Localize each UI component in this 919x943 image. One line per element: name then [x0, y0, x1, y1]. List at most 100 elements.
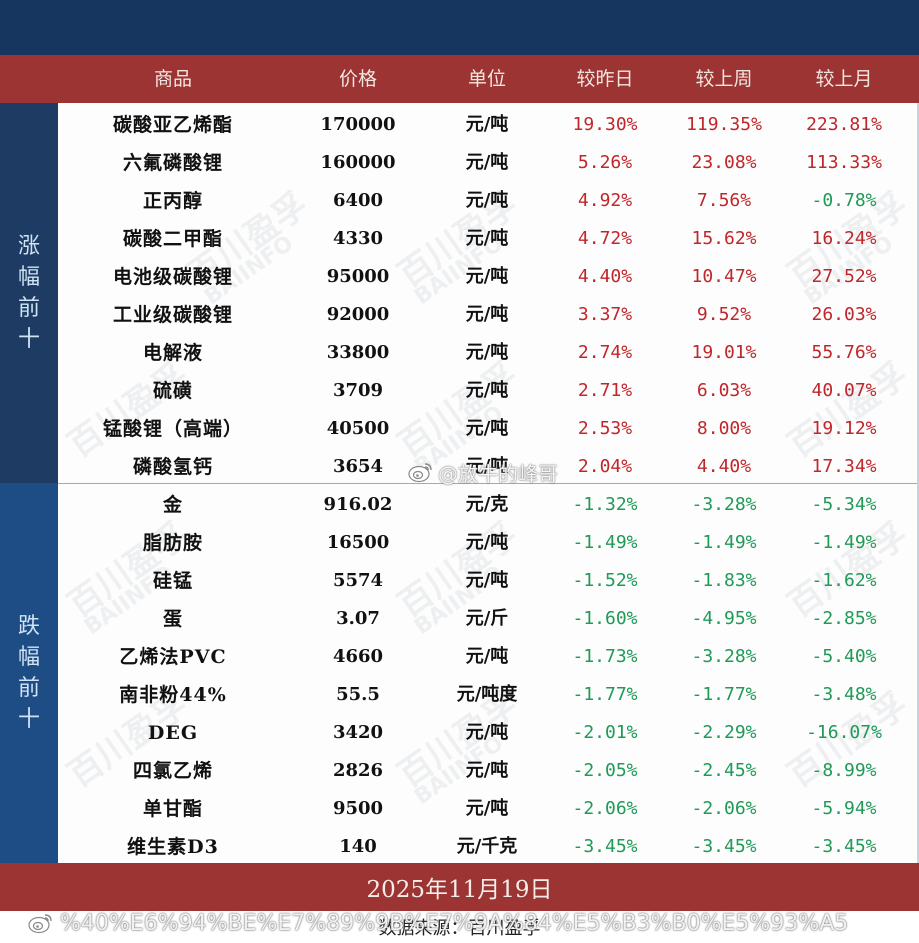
change-vs-last-week: 23.08% [691, 152, 757, 173]
change-vs-last-month: 113.33% [806, 152, 882, 173]
product-name: 锰酸锂（高端） [102, 418, 243, 440]
table-row: 锰酸锂（高端） 40500 元/吨 2.53% 8.00% 19.12% [58, 409, 919, 447]
price: 140 [339, 836, 377, 857]
table-row: 单甘酯 9500 元/吨 -2.06% -2.06% -5.94% [58, 789, 919, 827]
unit: 元/吨 [465, 760, 509, 781]
price: 160000 [320, 152, 396, 173]
table-row: 磷酸氢钙 3654 元/吨 2.04% 4.40% 17.34% [58, 447, 919, 485]
change-vs-last-week: 8.00% [696, 418, 752, 439]
unit: 元/吨 [465, 646, 509, 667]
weibo-url-text: %40%E6%94%BE%E7%89%9B%E7%9A%84%E5%B3%B0%… [60, 910, 849, 936]
price: 4660 [332, 646, 384, 667]
price: 3.07 [336, 608, 380, 629]
product-name: 维生素D3 [127, 836, 219, 858]
change-vs-last-month: -3.45% [811, 836, 877, 857]
product-name: 正丙醇 [142, 190, 203, 212]
unit: 元/斤 [465, 608, 509, 629]
date-bar: 2025年11月19日 [0, 863, 919, 911]
change-vs-last-week: 6.03% [696, 380, 752, 401]
table-row: 硫磺 3709 元/吨 2.71% 6.03% 40.07% [58, 371, 919, 409]
table-row: 电池级碳酸锂 95000 元/吨 4.40% 10.47% 27.52% [58, 257, 919, 295]
price: 92000 [326, 304, 390, 325]
table-row: 脂肪胺 16500 元/吨 -1.49% -1.49% -1.49% [58, 523, 919, 561]
change-vs-yesterday: -1.32% [572, 494, 638, 515]
price: 16500 [326, 532, 390, 553]
unit: 元/吨 [465, 570, 509, 591]
unit: 元/吨 [465, 418, 509, 439]
change-vs-last-month: -5.40% [811, 646, 877, 667]
unit: 元/吨 [465, 380, 509, 401]
change-vs-last-month: 17.34% [811, 456, 877, 477]
gainers-label-char: 涨 [17, 234, 40, 259]
weibo-logo-icon [408, 461, 434, 483]
losers-section-label: 跌 幅 前 十 [0, 483, 58, 863]
product-name: 乙烯法PVC [119, 646, 227, 668]
unit: 元/吨 [465, 532, 509, 553]
change-vs-last-week: -2.06% [691, 798, 757, 819]
change-vs-last-month: -8.99% [811, 760, 877, 781]
change-vs-yesterday: -1.60% [572, 608, 638, 629]
unit: 元/吨 [465, 266, 509, 287]
price: 9500 [332, 798, 384, 819]
unit: 元/吨 [465, 342, 509, 363]
change-vs-last-week: 9.52% [696, 304, 752, 325]
change-vs-yesterday: 4.72% [577, 228, 633, 249]
weibo-logo-icon [28, 912, 54, 934]
table-row: 电解液 33800 元/吨 2.74% 19.01% 55.76% [58, 333, 919, 371]
change-vs-yesterday: -3.45% [572, 836, 638, 857]
table-row: 工业级碳酸锂 92000 元/吨 3.37% 9.52% 26.03% [58, 295, 919, 333]
change-vs-yesterday: -1.73% [572, 646, 638, 667]
change-vs-last-month: -0.78% [811, 190, 877, 211]
price: 4330 [332, 228, 384, 249]
change-vs-yesterday: -1.52% [572, 570, 638, 591]
report-date: 2025年11月19日 [366, 877, 553, 903]
table-header: 商品 价格 单位 较昨日 较上周 较上月 [0, 55, 919, 103]
change-vs-yesterday: -2.06% [572, 798, 638, 819]
product-name: 磷酸氢钙 [132, 456, 213, 478]
table-right-border [917, 103, 919, 863]
change-vs-last-week: -3.28% [691, 494, 757, 515]
price: 916.02 [323, 494, 393, 515]
change-vs-last-week: -3.28% [691, 646, 757, 667]
source-bar: 数据来源：百川盈孚 [0, 911, 919, 943]
product-name: DEG [147, 722, 199, 744]
weibo-handle: @放牛的峰哥 [438, 461, 558, 486]
change-vs-last-month: -16.07% [806, 722, 882, 743]
change-vs-last-month: -2.85% [811, 608, 877, 629]
header-vs-last-week: 较上周 [695, 68, 753, 90]
header-product: 商品 [153, 68, 192, 90]
unit: 元/吨度 [456, 684, 518, 705]
change-vs-yesterday: -1.77% [572, 684, 638, 705]
change-vs-last-week: -3.45% [691, 836, 757, 857]
product-name: 硫磺 [152, 380, 193, 402]
change-vs-yesterday: 2.04% [577, 456, 633, 477]
change-vs-last-month: -5.94% [811, 798, 877, 819]
product-name: 碳酸亚乙烯酯 [112, 114, 233, 136]
product-name: 电解液 [142, 342, 203, 364]
product-name: 硅锰 [152, 570, 193, 592]
change-vs-yesterday: 4.92% [577, 190, 633, 211]
product-name: 脂肪胺 [142, 532, 203, 554]
change-vs-last-week: 19.01% [691, 342, 757, 363]
price: 33800 [326, 342, 390, 363]
unit: 元/克 [465, 494, 509, 515]
table-row: DEG 3420 元/吨 -2.01% -2.29% -16.07% [58, 713, 919, 751]
change-vs-yesterday: -1.49% [572, 532, 638, 553]
change-vs-last-week: -2.29% [691, 722, 757, 743]
table-row: 硅锰 5574 元/吨 -1.52% -1.83% -1.62% [58, 561, 919, 599]
header-vs-last-month: 较上月 [815, 68, 873, 90]
change-vs-last-month: 55.76% [811, 342, 877, 363]
unit: 元/吨 [465, 190, 509, 211]
unit: 元/吨 [465, 798, 509, 819]
product-name: 单甘酯 [142, 798, 203, 820]
header-price: 价格 [338, 68, 377, 90]
change-vs-yesterday: -2.01% [572, 722, 638, 743]
product-name: 电池级碳酸锂 [112, 266, 233, 288]
gainers-label-char: 前 [17, 296, 40, 321]
change-vs-last-month: -1.62% [811, 570, 877, 591]
header-unit: 单位 [467, 68, 506, 90]
unit: 元/吨 [465, 228, 509, 249]
product-name: 六氟磷酸锂 [122, 152, 223, 174]
change-vs-last-week: -1.77% [691, 684, 757, 705]
losers-label-char: 十 [17, 707, 40, 732]
